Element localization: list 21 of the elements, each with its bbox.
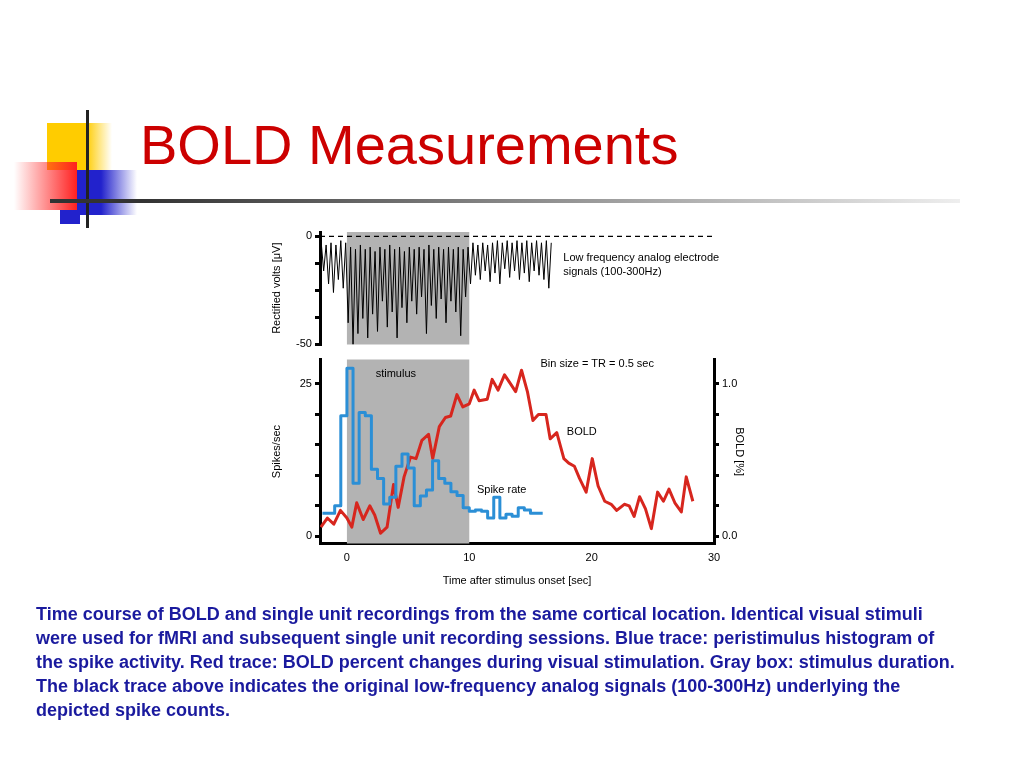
y2-axis-title: BOLD [%]	[734, 427, 747, 477]
x-tick-label: 10	[463, 551, 476, 564]
x-tick-label: 0	[343, 551, 350, 564]
text: Time course of BOLD and single unit recordings from the same cortical location. Identical visual stimuli were used for fMRI and subsequent single unit recording sessions. Blue trace: peristimulus histogram of the spike activity. Red trace: BOLD percent changes during visual stimulation. Gray box: stimulus duration. The black trace above indicates the original low-frequency analog signals (100-300Hz) underlying the depicted spike counts.	[36, 603, 956, 722]
series-label: Low frequency analog electrode signals (100-300Hz)	[563, 250, 720, 277]
series-label: Spike rate	[476, 483, 527, 496]
band-label: stimulus	[375, 366, 417, 379]
y-tick-label: 25	[299, 377, 312, 389]
x-tick-label: 30	[707, 551, 721, 564]
y-tick-label: 0	[305, 529, 312, 542]
y2-tick-label: 0.0	[722, 529, 738, 542]
y-axis-title: Spikes/sec	[269, 424, 282, 479]
series-label: BOLD	[566, 425, 597, 438]
y-tick-label: -50	[296, 337, 312, 350]
y2-tick-label: 1.0	[722, 377, 738, 389]
y-axis-title: Rectified volts [μV]	[269, 242, 282, 334]
x-axis-title: Time after stimulus onset [sec]	[442, 574, 592, 587]
x-tick-label: 20	[585, 551, 598, 564]
y-tick-label: 0	[305, 229, 312, 242]
annotation: Bin size = TR = 0.5 sec	[540, 356, 655, 369]
chart-title: BOLD Measurements	[140, 112, 679, 177]
